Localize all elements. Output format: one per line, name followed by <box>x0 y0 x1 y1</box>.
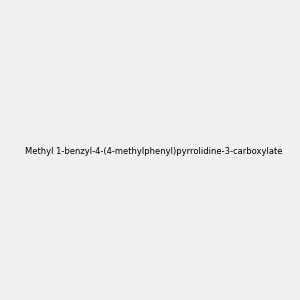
Text: Methyl 1-benzyl-4-(4-methylphenyl)pyrrolidine-3-carboxylate: Methyl 1-benzyl-4-(4-methylphenyl)pyrrol… <box>25 147 283 156</box>
